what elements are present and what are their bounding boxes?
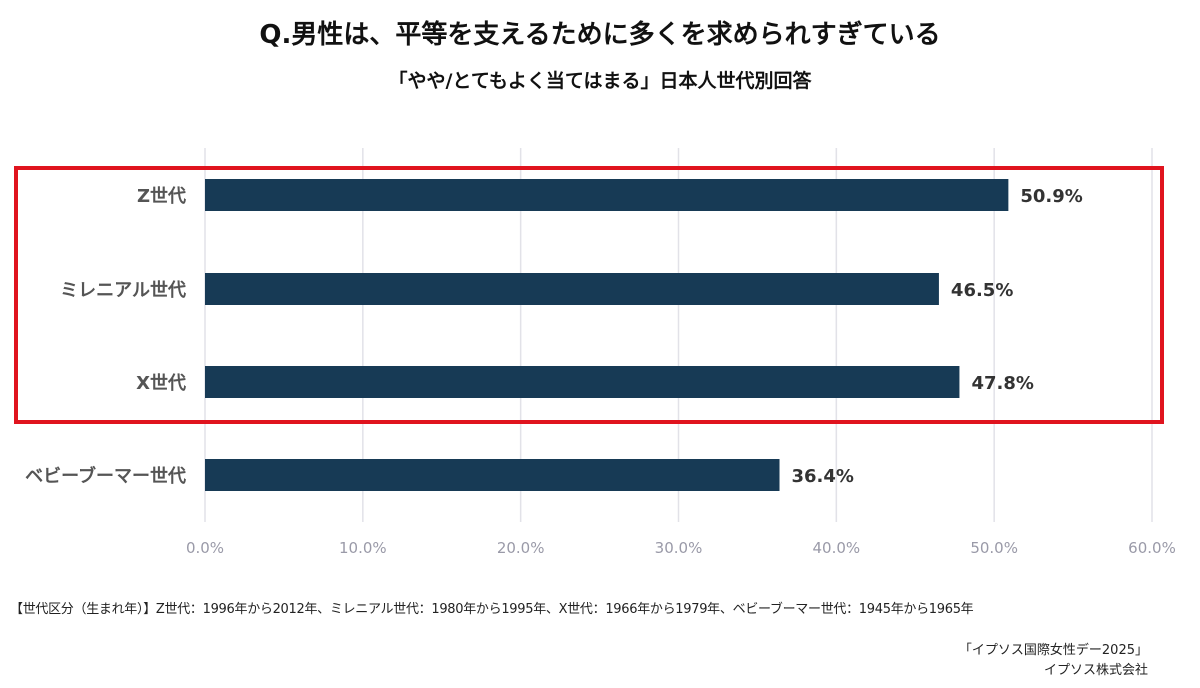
x-axis-ticks: 0.0% 10.0% 20.0% 30.0% 40.0% 50.0% 60.0%	[186, 539, 1176, 557]
highlight-box	[14, 166, 1164, 424]
bar-chart: Z世代 50.9% ミレニアル世代 46.5% X世代 47.8% ベビーブーマー世代 36.…	[14, 148, 1176, 557]
chart-subtitle: 「やや/とてもよく当てはまる」日本人世代別回答	[388, 70, 812, 92]
x-tick-label: 50.0%	[970, 539, 1018, 557]
category-label: ミレニアル世代	[60, 280, 186, 301]
data-label: 46.5%	[951, 280, 1013, 301]
x-tick-label: 40.0%	[813, 539, 861, 557]
chart-title: Q.男性は、平等を支えるために多くを求められすぎている	[259, 20, 941, 50]
x-tick-label: 30.0%	[655, 539, 703, 557]
category-label: ベビーブーマー世代	[25, 465, 186, 487]
bars	[205, 179, 1009, 491]
data-label: 36.4%	[792, 466, 854, 487]
bar	[205, 459, 780, 491]
x-tick-label: 10.0%	[339, 539, 387, 557]
data-label: 50.9%	[1020, 186, 1082, 207]
category-label: Z世代	[137, 186, 186, 207]
data-label: 47.8%	[971, 373, 1033, 394]
labels: Z世代 50.9% ミレニアル世代 46.5% X世代 47.8% ベビーブーマー世代 36.…	[25, 186, 1083, 487]
generation-definition-footnote: 【世代区分（生まれ年）】Z世代：1996年から2012年、ミレニアル世代：198…	[10, 602, 974, 617]
bar	[205, 179, 1009, 211]
x-tick-label: 0.0%	[186, 539, 224, 557]
bar	[205, 273, 939, 305]
bar	[205, 366, 960, 398]
x-tick-label: 60.0%	[1128, 539, 1176, 557]
source-company: イプソス株式会社	[1043, 663, 1148, 678]
category-label: X世代	[136, 373, 186, 394]
x-tick-label: 20.0%	[497, 539, 545, 557]
source-survey-name: 「イプソス国際女性デー2025」	[958, 643, 1148, 658]
